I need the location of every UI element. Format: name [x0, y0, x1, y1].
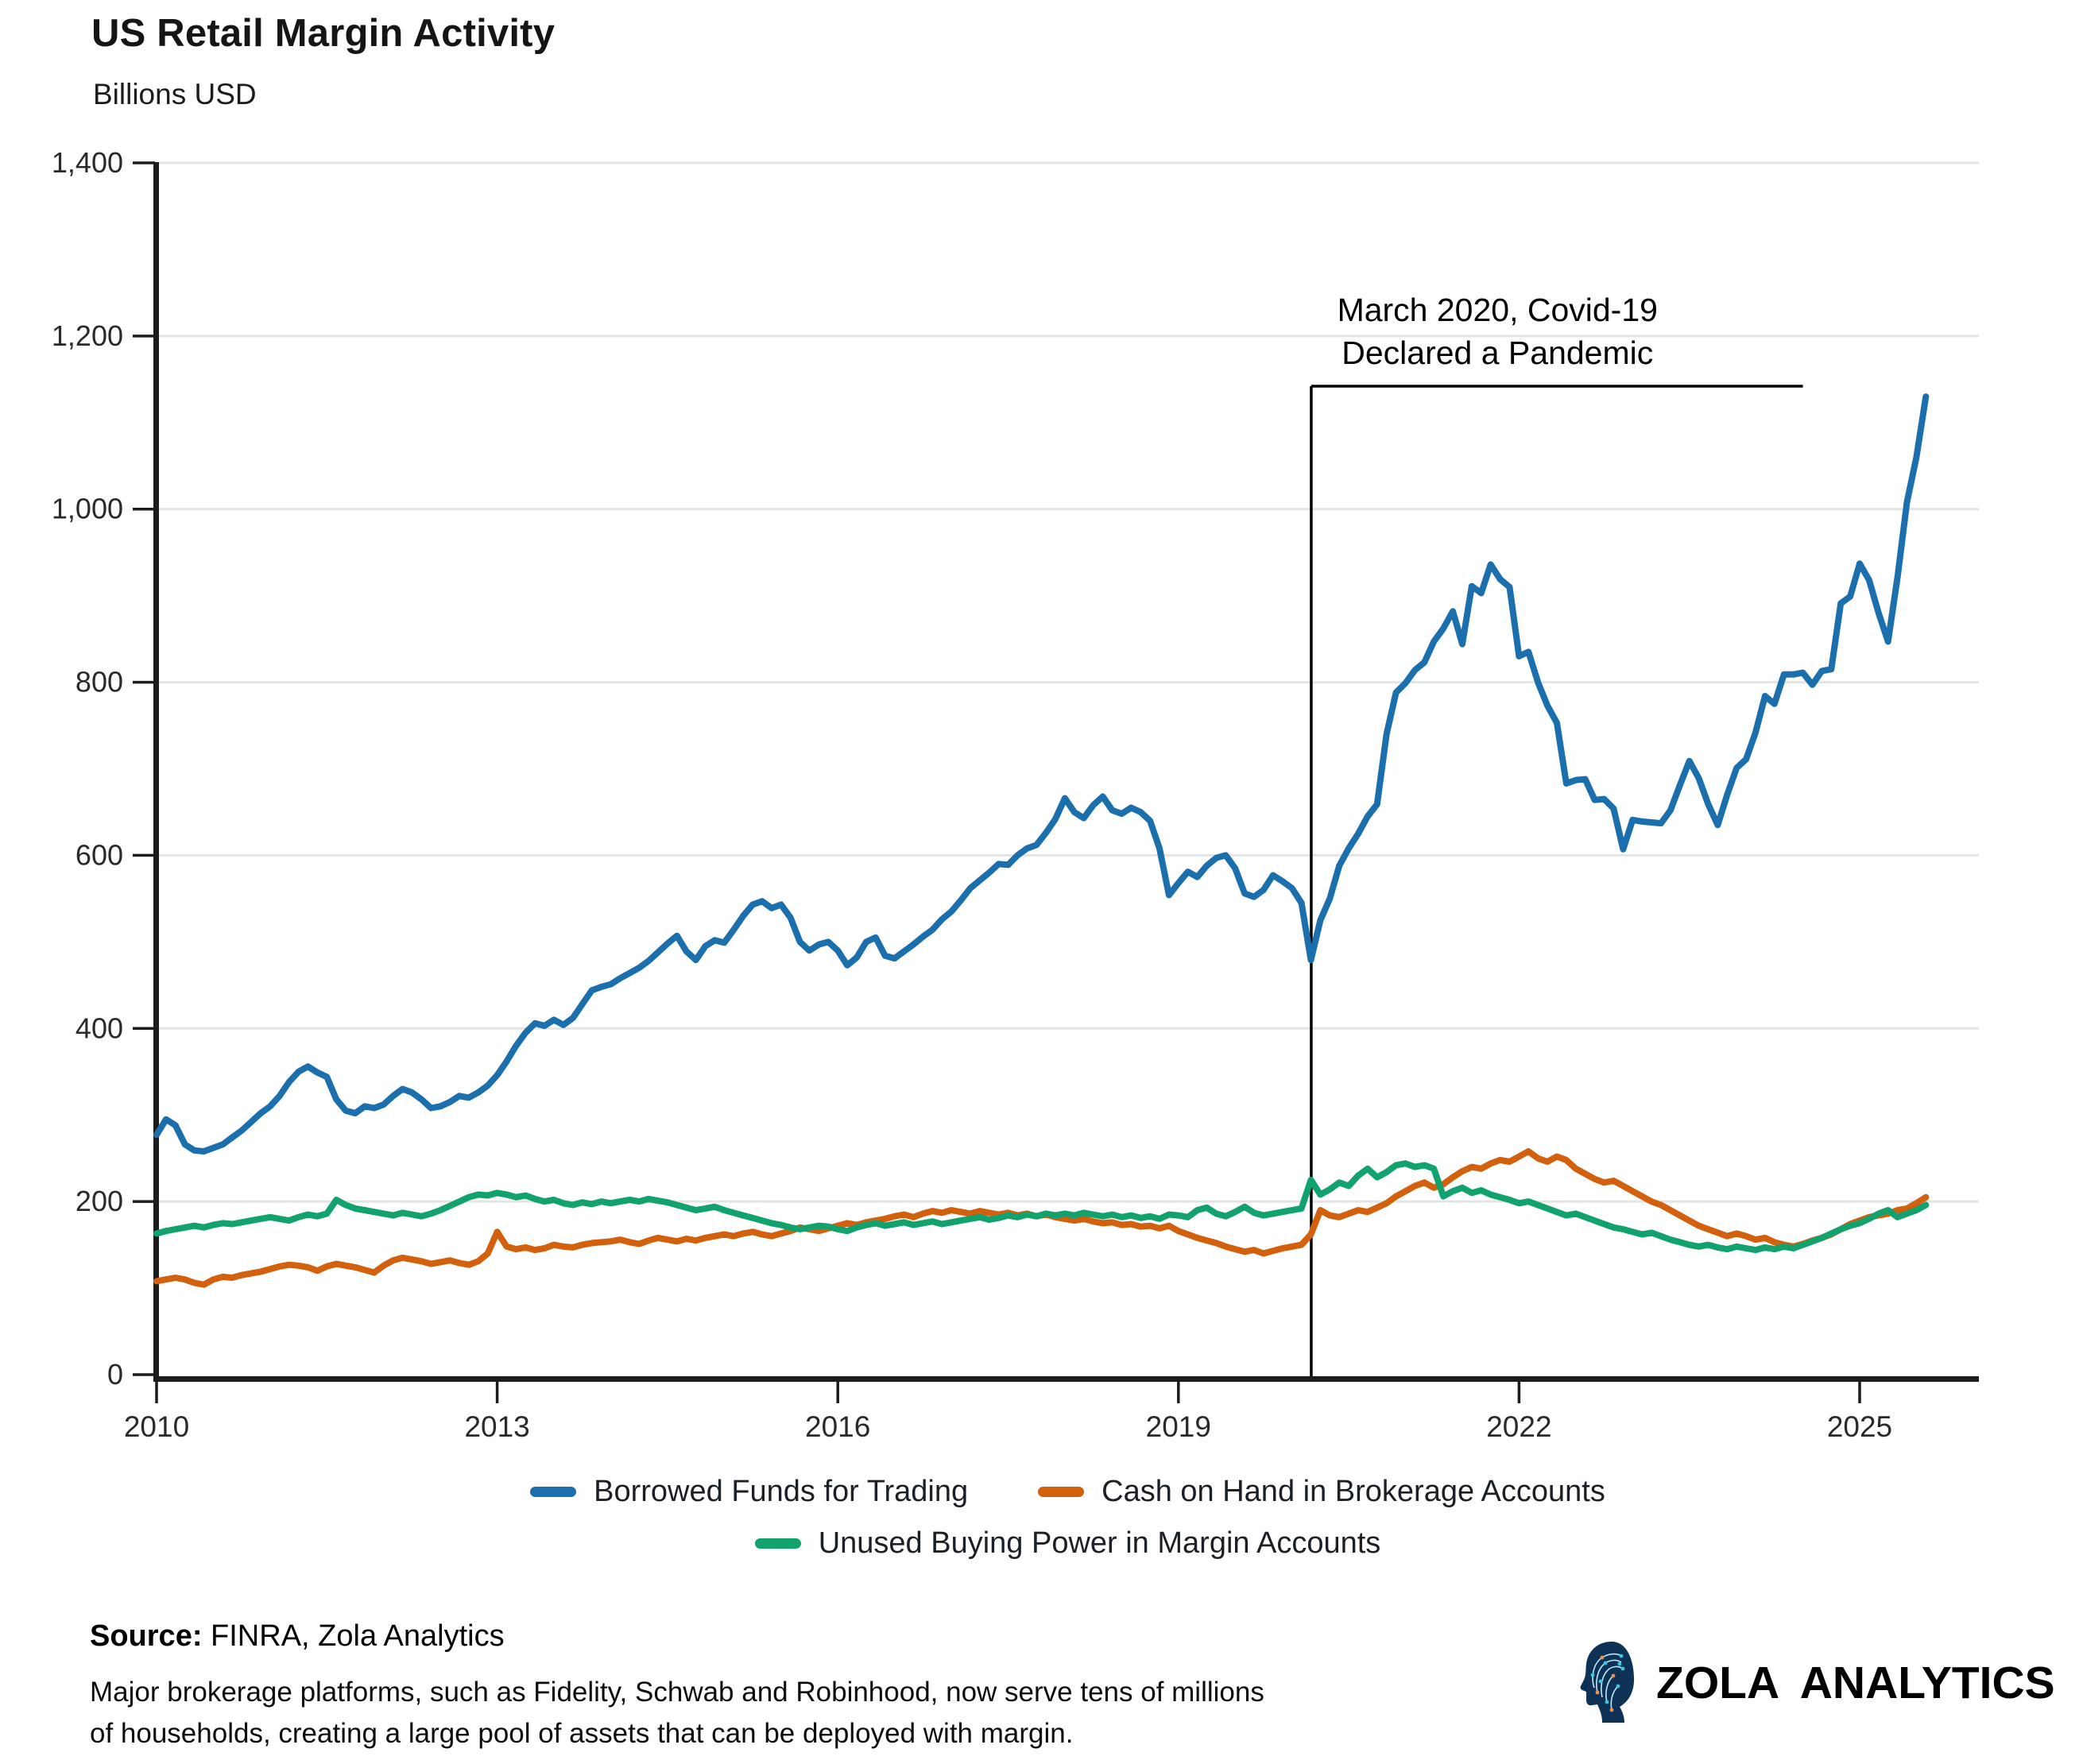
y-tick-label-200: 200 [75, 1185, 123, 1217]
circuit-node [1619, 1654, 1624, 1658]
y-tick-label-1200: 1,200 [52, 319, 123, 352]
margin-activity-line-chart: March 2020, Covid-19 Declared a Pandemic 0… [52, 146, 1979, 1443]
covid-annotation-text-line-1: March 2020, Covid-19 [1338, 292, 1658, 328]
legend-swatch-icon [754, 1538, 801, 1549]
chart-title: US Retail Margin Activity [91, 12, 556, 55]
circuit-node [1595, 1690, 1600, 1695]
axes [153, 162, 1979, 1382]
footnote-line-2: of households, creating a large pool of … [90, 1718, 1074, 1749]
legend-label: Borrowed Funds for Trading [594, 1475, 969, 1508]
circuit-trace [1605, 1675, 1614, 1703]
x-tick-label-2022: 2022 [1486, 1410, 1551, 1443]
head-silhouette [1580, 1642, 1635, 1723]
series-lines [153, 393, 1930, 1288]
x-tick-label-2019: 2019 [1146, 1410, 1211, 1443]
x-tick-label-2010: 2010 [124, 1410, 189, 1443]
circuit-node [1590, 1673, 1595, 1677]
source-label: Source: [90, 1619, 203, 1653]
y-gridlines [159, 161, 1979, 1203]
legend-swatch-icon [1038, 1487, 1085, 1497]
x-tick-label-2016: 2016 [805, 1410, 870, 1443]
circuit-trace [1610, 1685, 1619, 1711]
legend-row: Borrowed Funds for Trading Cash on Hand i… [530, 1475, 1605, 1509]
y-tick-label-400: 400 [75, 1012, 123, 1044]
series-line-1 [153, 393, 1930, 1155]
zola-head-icon [1580, 1642, 1635, 1723]
legend-item-3: Unused Buying Power in Margin Accounts [754, 1526, 1381, 1561]
circuit-node [1605, 1700, 1609, 1704]
x-tick-label-2013: 2013 [464, 1410, 529, 1443]
y-tick-label-600: 600 [75, 838, 123, 871]
x-tick-label-2025: 2025 [1827, 1410, 1892, 1443]
brand-name: ZOLA ANALYTICS [1656, 1658, 2055, 1708]
circuit-node [1616, 1684, 1620, 1689]
circuit-node [1600, 1655, 1605, 1660]
y-tick-label-0: 0 [107, 1358, 123, 1391]
footnote-line-1: Major brokerage platforms, such as Fidel… [90, 1677, 1264, 1708]
y-tick-label-800: 800 [75, 666, 123, 698]
circuit-node [1620, 1666, 1625, 1671]
source-line: Source: FINRA, Zola Analytics [90, 1619, 505, 1654]
y-tick-label-1400: 1,400 [52, 146, 123, 179]
brand-block: ZOLA ANALYTICS [1580, 1640, 2055, 1726]
y-tick-label-1000: 1,000 [52, 493, 123, 525]
covid-annotation: March 2020, Covid-19 Declared a Pandemic [1310, 292, 1803, 1378]
circuit-node [1611, 1673, 1616, 1678]
x-axis-ticks: 2010 2013 2016 2019 2022 2025 [124, 1382, 1892, 1443]
covid-annotation-text-line-2: Declared a Pandemic [1341, 335, 1653, 371]
legend-label: Unused Buying Power in Margin Accounts [818, 1526, 1381, 1560]
circuit-node [1603, 1661, 1608, 1665]
y-axis-ticks: 0 200 400 600 800 1,000 1,200 1,400 [52, 146, 155, 1391]
legend-swatch-icon [530, 1487, 577, 1497]
legend-row: Unused Buying Power in Margin Accounts [754, 1526, 1381, 1561]
chart-legend: Borrowed Funds for Trading Cash on Hand i… [157, 1475, 1979, 1561]
circuit-node [1598, 1679, 1603, 1684]
legend-item-2: Cash on Hand in Brokerage Accounts [1038, 1475, 1605, 1509]
circuit-node [1609, 1708, 1614, 1712]
circuit-node [1617, 1661, 1622, 1666]
series-line-3 [153, 1160, 1930, 1254]
legend-item-1: Borrowed Funds for Trading [530, 1475, 968, 1509]
source-text: FINRA, Zola Analytics [202, 1619, 505, 1653]
chart-subtitle: Billions USD [93, 78, 257, 110]
legend-label: Cash on Hand in Brokerage Accounts [1101, 1475, 1605, 1508]
circuit-trace [1601, 1665, 1624, 1698]
